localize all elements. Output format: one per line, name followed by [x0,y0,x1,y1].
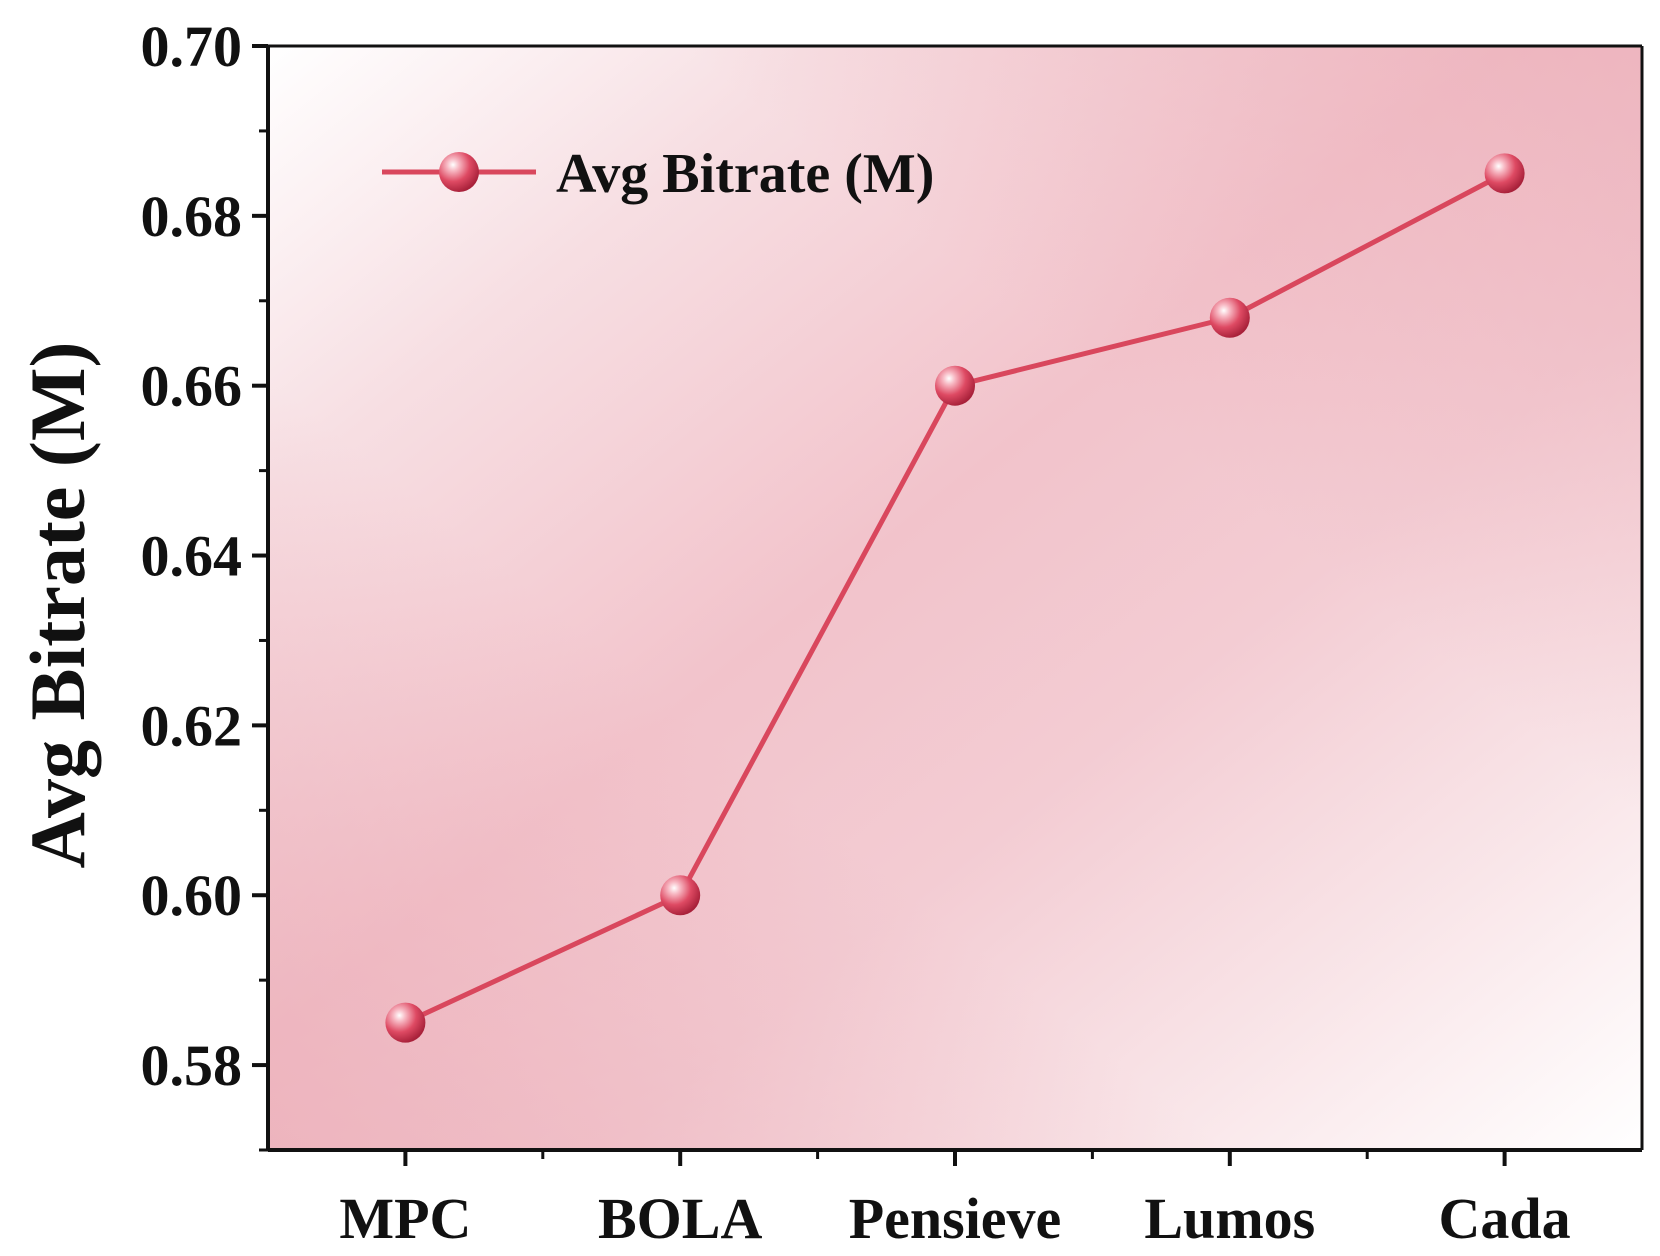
plot-axes: 0.58 0.60 0.62 0.64 0.66 0.68 0.70 MPC BOLA Pensi… [141,14,1644,1251]
y-tick-label: 0.58 [141,1033,243,1098]
plot-area-shade [268,46,1642,1150]
x-tick-label: Pensieve [849,1186,1062,1251]
x-tick-label: MPC [339,1186,471,1251]
y-tick-label: 0.60 [141,863,243,928]
x-tick-label: BOLA [598,1186,762,1251]
x-tick-label: Cada [1439,1186,1571,1251]
legend-marker [439,152,479,192]
y-tick-label: 0.70 [141,14,243,79]
plot-background [268,46,1642,1150]
data-point [660,875,701,916]
data-point [935,365,975,406]
x-tick-label: Lumos [1144,1186,1315,1251]
y-tick-label: 0.66 [141,354,243,419]
legend: Avg Bitrate (M) [382,143,934,205]
data-point [1484,153,1525,194]
y-tick-label: 0.64 [141,524,243,589]
y-axis-title: Avg Bitrate (M) [14,342,101,869]
y-tick-label: 0.68 [141,184,243,249]
plot-series [385,153,1525,1043]
legend-label: Avg Bitrate (M) [556,143,934,205]
data-point [1209,297,1250,338]
data-point [385,1002,426,1043]
y-tick-label: 0.62 [141,693,243,758]
